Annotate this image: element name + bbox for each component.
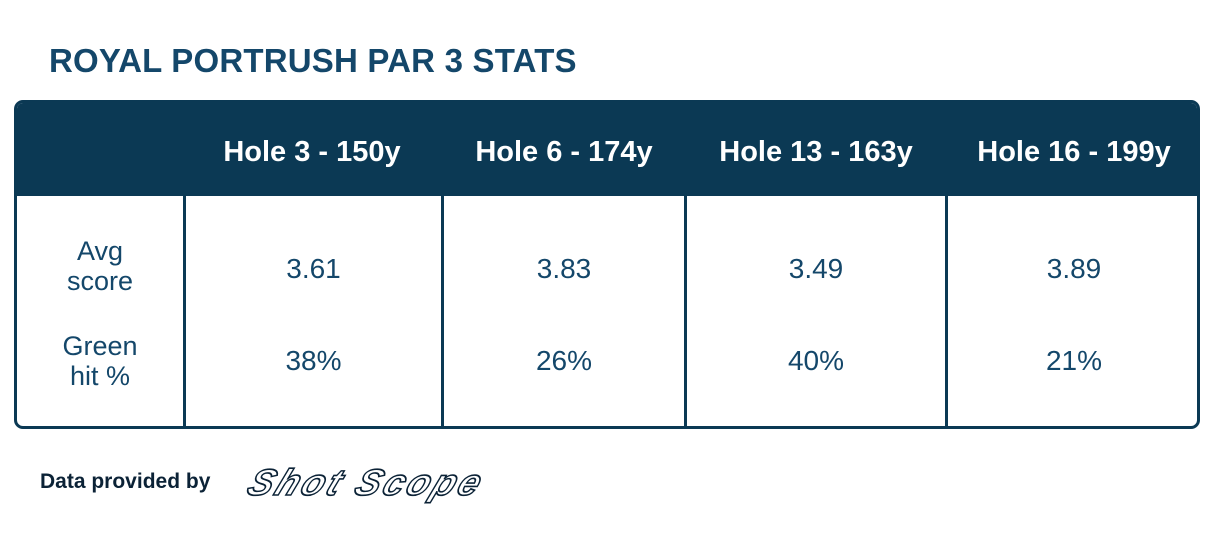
column-divider xyxy=(183,196,186,426)
par3-stats-table: Hole 3 - 150y Hole 6 - 174y Hole 13 - 16… xyxy=(14,100,1200,429)
column-header-hole-6: Hole 6 - 174y xyxy=(475,136,653,168)
row-label-line: score xyxy=(66,266,134,296)
column-divider xyxy=(684,196,687,426)
table-cell-avg-score-hole-13: 3.49 xyxy=(788,253,844,284)
table-cell-avg-score-hole-6: 3.83 xyxy=(536,253,592,284)
column-header-hole-3: Hole 3 - 150y xyxy=(223,136,401,168)
table-cell-avg-score-hole-16: 3.89 xyxy=(1046,253,1102,284)
data-provided-label: Data provided by xyxy=(40,470,211,493)
page-title: ROYAL PORTRUSH PAR 3 STATS xyxy=(49,42,577,79)
table-header-row: Hole 3 - 150y Hole 6 - 174y Hole 13 - 16… xyxy=(17,103,1197,196)
column-header-hole-13: Hole 13 - 163y xyxy=(719,136,913,168)
table-cell-green-hit-hole-6: 26% xyxy=(535,345,593,376)
row-label-line: Avg xyxy=(76,236,124,266)
logo-wordmark: Shot Scope xyxy=(241,462,491,503)
column-divider xyxy=(441,196,444,426)
table-cell-green-hit-hole-3: 38% xyxy=(285,345,342,376)
column-divider xyxy=(945,196,948,426)
table-cell-avg-score-hole-3: 3.61 xyxy=(286,253,341,284)
row-label-green-hit: Green hit % xyxy=(17,331,183,391)
row-label-line: hit % xyxy=(69,361,131,391)
row-label-line: Green xyxy=(62,331,138,361)
table-cell-green-hit-hole-13: 40% xyxy=(787,345,845,376)
row-label-avg-score: Avg score xyxy=(17,236,183,296)
column-header-hole-16: Hole 16 - 199y xyxy=(977,136,1171,168)
table-cell-green-hit-hole-16: 21% xyxy=(1045,345,1103,376)
shot-scope-logo: Shot Scope xyxy=(241,462,493,504)
